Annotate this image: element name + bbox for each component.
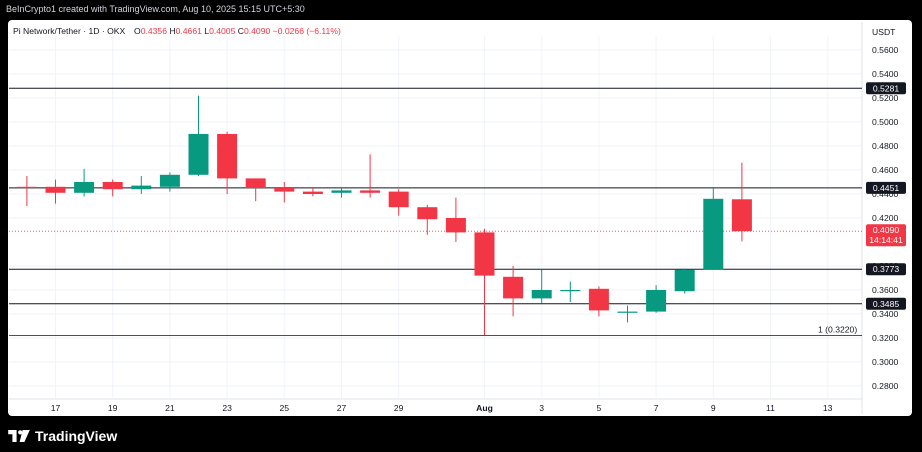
close-label: C bbox=[237, 26, 244, 36]
candle-body bbox=[417, 207, 438, 220]
low-value: 0.4005 bbox=[209, 26, 236, 36]
y-tick-label: 0.4400 bbox=[872, 189, 899, 199]
x-tick-label: 27 bbox=[337, 403, 347, 413]
y-tick-label: 0.4800 bbox=[872, 141, 899, 151]
candle-body bbox=[74, 182, 95, 193]
candle-body bbox=[302, 191, 323, 194]
candle-body bbox=[388, 191, 409, 208]
high-value: 0.4661 bbox=[175, 26, 202, 36]
level-price-tag-bg bbox=[866, 82, 906, 95]
change-value: −0.0266 (−6.11%) bbox=[272, 26, 341, 36]
candle-body bbox=[560, 290, 581, 292]
x-tick-label: 21 bbox=[165, 403, 175, 413]
y-tick-label: 0.3400 bbox=[872, 309, 899, 319]
candle-body bbox=[274, 188, 295, 192]
candle-body bbox=[531, 290, 552, 299]
open-label: O bbox=[134, 26, 141, 36]
x-tick-label: 17 bbox=[51, 403, 61, 413]
tradingview-logo-icon bbox=[8, 430, 30, 442]
x-tick-label: 9 bbox=[711, 403, 716, 413]
y-tick-label: 0.3200 bbox=[872, 333, 899, 343]
attribution-header: BeInCrypto1 created with TradingView.com… bbox=[6, 4, 305, 14]
candle-body bbox=[159, 174, 180, 187]
ohlc-legend: Pi Network/Tether · 1D · OKX O0.4356 H0.… bbox=[13, 26, 341, 36]
level-price-tag-bg bbox=[866, 297, 906, 310]
candle-body bbox=[646, 290, 667, 312]
symbol-label: Pi Network/Tether · 1D · OKX bbox=[13, 26, 126, 36]
tradingview-logo: TradingView bbox=[8, 428, 117, 444]
candle-body bbox=[588, 288, 609, 311]
level-price-tag: 0.3485 bbox=[873, 299, 900, 309]
x-tick-label: 25 bbox=[280, 403, 290, 413]
countdown-tag: 14:14:41 bbox=[869, 235, 903, 245]
y-tick-label: 0.5200 bbox=[872, 93, 899, 103]
candle-body bbox=[360, 190, 381, 193]
current-price-tag: 0.4090 bbox=[873, 225, 900, 235]
y-tick-label: 0.5400 bbox=[872, 69, 899, 79]
y-tick-label: 0.4200 bbox=[872, 213, 899, 223]
y-tick-label: 0.4600 bbox=[872, 165, 899, 175]
x-tick-label: 11 bbox=[766, 403, 775, 413]
candle-body bbox=[474, 232, 495, 276]
x-tick-label: Aug bbox=[476, 403, 493, 413]
level-price-tag: 0.5281 bbox=[873, 83, 900, 93]
candle-body bbox=[102, 182, 123, 190]
y-tick-label: 0.5000 bbox=[872, 117, 899, 127]
x-tick-label: 23 bbox=[222, 403, 232, 413]
x-tick-label: 19 bbox=[108, 403, 118, 413]
candle-body bbox=[331, 190, 352, 193]
y-tick-label: 0.3000 bbox=[872, 357, 899, 367]
candle-body bbox=[674, 269, 695, 292]
level-price-tag-bg bbox=[866, 181, 906, 194]
y-tick-label: 0.3600 bbox=[872, 285, 899, 295]
candle-body bbox=[188, 134, 209, 175]
low-label: L bbox=[204, 26, 210, 36]
tradingview-brand: TradingView bbox=[35, 428, 118, 444]
x-tick-label: 7 bbox=[654, 403, 659, 413]
candle-body bbox=[731, 199, 752, 232]
candle-body bbox=[617, 311, 638, 313]
x-tick-label: 29 bbox=[394, 403, 404, 413]
level-price-tag-bg bbox=[866, 263, 906, 276]
candle-body bbox=[503, 276, 524, 299]
open-value: 0.4356 bbox=[140, 26, 167, 36]
x-tick-label: 13 bbox=[823, 403, 833, 413]
candle-body bbox=[445, 218, 466, 233]
y-tick-label: 0.5600 bbox=[872, 45, 899, 55]
y-tick-label: 0.2800 bbox=[872, 381, 899, 391]
fib-line-label: 1 (0.3220) bbox=[818, 325, 857, 335]
high-label: H bbox=[169, 26, 176, 36]
candle-body bbox=[45, 186, 66, 193]
x-tick-label: 3 bbox=[539, 403, 544, 413]
candle-body bbox=[245, 178, 266, 188]
y-axis-title: USDT bbox=[872, 27, 896, 37]
candle-body bbox=[131, 185, 152, 190]
current-price-tag-bg bbox=[866, 224, 906, 247]
candle-body bbox=[703, 198, 724, 270]
level-price-tag: 0.4451 bbox=[873, 183, 900, 193]
candle-body bbox=[217, 134, 238, 179]
x-tick-label: 5 bbox=[597, 403, 602, 413]
level-price-tag: 0.3773 bbox=[873, 264, 900, 274]
candle-body bbox=[16, 186, 37, 188]
close-value: 0.4090 bbox=[243, 26, 271, 36]
